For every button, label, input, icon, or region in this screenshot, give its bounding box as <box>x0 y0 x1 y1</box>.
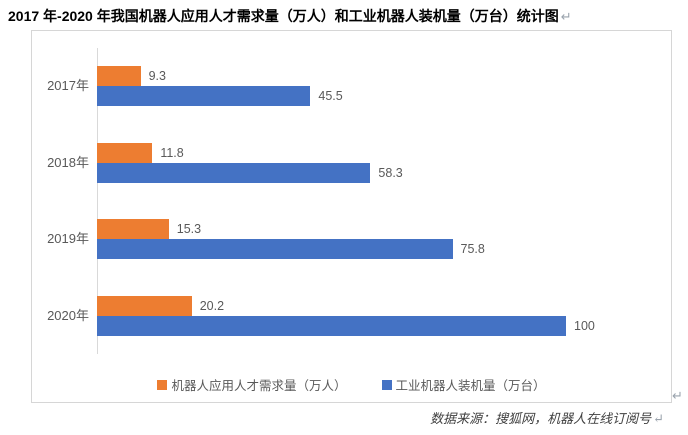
value-label: 100 <box>574 318 595 333</box>
category-axis-label: 2017年 <box>47 78 89 94</box>
value-label: 45.5 <box>318 89 343 104</box>
category-axis-label: 2018年 <box>47 154 89 170</box>
installed-volume-bar-2018年[interactable] <box>97 162 371 183</box>
legend-item-installed-volume[interactable]: 工业机器人装机量（万台） <box>381 375 546 394</box>
legend-swatch-orange-icon <box>157 379 168 390</box>
value-label: 75.8 <box>460 242 485 257</box>
page-title: 2017 年-2020 年我国机器人应用人才需求量（万人）和工业机器人装机量（万… <box>8 6 680 27</box>
installed-volume-bar-2019年[interactable] <box>97 239 453 260</box>
value-label: 20.2 <box>199 298 225 313</box>
chart-title-text: 2017 年-2020 年我国机器人应用人才需求量（万人）和工业机器人装机量（万… <box>8 8 559 24</box>
legend-item-talent-demand[interactable]: 机器人应用人才需求量（万人） <box>157 375 347 394</box>
value-label: 11.8 <box>160 145 184 160</box>
paragraph-return-icon: ↵ <box>560 9 572 24</box>
source-note: 数据来源：搜狐网，机器人在线订阅号 ↵ <box>430 408 664 427</box>
legend-swatch-blue-icon <box>381 379 392 390</box>
installed-volume-bar-2020年[interactable] <box>97 315 566 336</box>
category-axis-label: 2019年 <box>47 231 89 247</box>
talent-demand-bar-2019年[interactable] <box>97 219 169 240</box>
talent-demand-bar-2020年[interactable] <box>97 295 192 316</box>
talent-demand-bar-2018年[interactable] <box>97 142 153 163</box>
paragraph-return-icon: ↵ <box>672 388 683 403</box>
value-label: 15.3 <box>176 222 202 237</box>
paragraph-return-icon: ↵ <box>653 411 664 426</box>
value-label: 9.3 <box>148 69 166 84</box>
embedded-chart[interactable]: 2017年 9.3 45.5 2018年 11.8 58.3 2019年 15.3 75.8 20… <box>31 30 672 403</box>
legend-label: 机器人应用人才需求量（万人） <box>171 379 347 393</box>
value-label: 58.3 <box>378 165 403 180</box>
talent-demand-bar-2017年[interactable] <box>97 66 141 87</box>
installed-volume-bar-2017年[interactable] <box>97 86 311 107</box>
chart-legend: 机器人应用人才需求量（万人） 工业机器人装机量（万台） <box>32 375 671 394</box>
source-note-text: 数据来源：搜狐网，机器人在线订阅号 <box>430 411 652 426</box>
category-axis-line <box>97 48 98 354</box>
legend-label: 工业机器人装机量（万台） <box>395 379 546 393</box>
category-axis-label: 2020年 <box>47 307 89 323</box>
